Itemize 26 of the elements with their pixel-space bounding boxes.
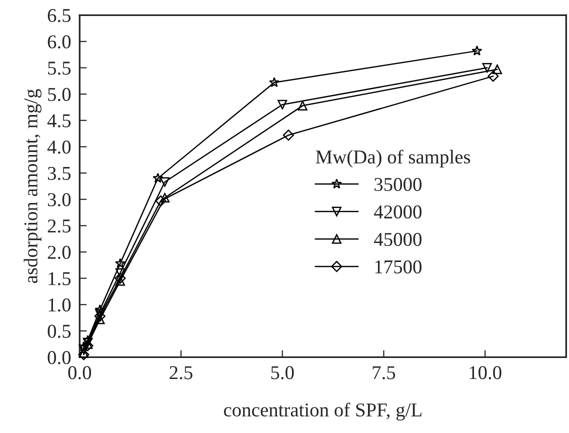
y-tick-label: 4.0 bbox=[47, 140, 71, 154]
y-tick-label: 5.5 bbox=[48, 62, 71, 75]
y-tick-label: 1.5 bbox=[48, 272, 71, 286]
y-tick-label: 1.0 bbox=[48, 298, 71, 312]
legend-label: 45000 bbox=[374, 232, 422, 246]
legend-label: 42000 bbox=[374, 205, 422, 219]
x-tick-label: 10.0 bbox=[470, 366, 502, 380]
y-tick-label: 0.0 bbox=[48, 351, 71, 364]
y-tick-label: 6.5 bbox=[48, 9, 71, 22]
legend-label: 17500 bbox=[375, 260, 422, 274]
y-tick-label: 0.5 bbox=[48, 324, 71, 338]
y-tick-label: 2.0 bbox=[48, 246, 71, 259]
y-tick-label: 3.0 bbox=[48, 193, 71, 206]
x-axis-title: concentration of SPF, g/L bbox=[224, 402, 422, 421]
x-tick-label: 0.0 bbox=[68, 366, 92, 380]
y-tick-label: 6.0 bbox=[48, 35, 71, 48]
x-tick-label: 2.5 bbox=[170, 366, 192, 380]
legend-label: 35000 bbox=[374, 178, 422, 192]
legend-title: Mw(Da) of samples bbox=[316, 150, 470, 168]
y-axis-title: asdorption amount, mg/g bbox=[24, 89, 42, 283]
y-tick-label: 4.5 bbox=[47, 114, 71, 128]
x-tick-label: 7.5 bbox=[372, 366, 396, 380]
x-tick-label: 5.0 bbox=[271, 366, 294, 380]
y-tick-label: 3.5 bbox=[48, 166, 71, 180]
y-tick-label: 5.0 bbox=[48, 88, 71, 102]
y-tick-label: 2.5 bbox=[48, 220, 71, 233]
